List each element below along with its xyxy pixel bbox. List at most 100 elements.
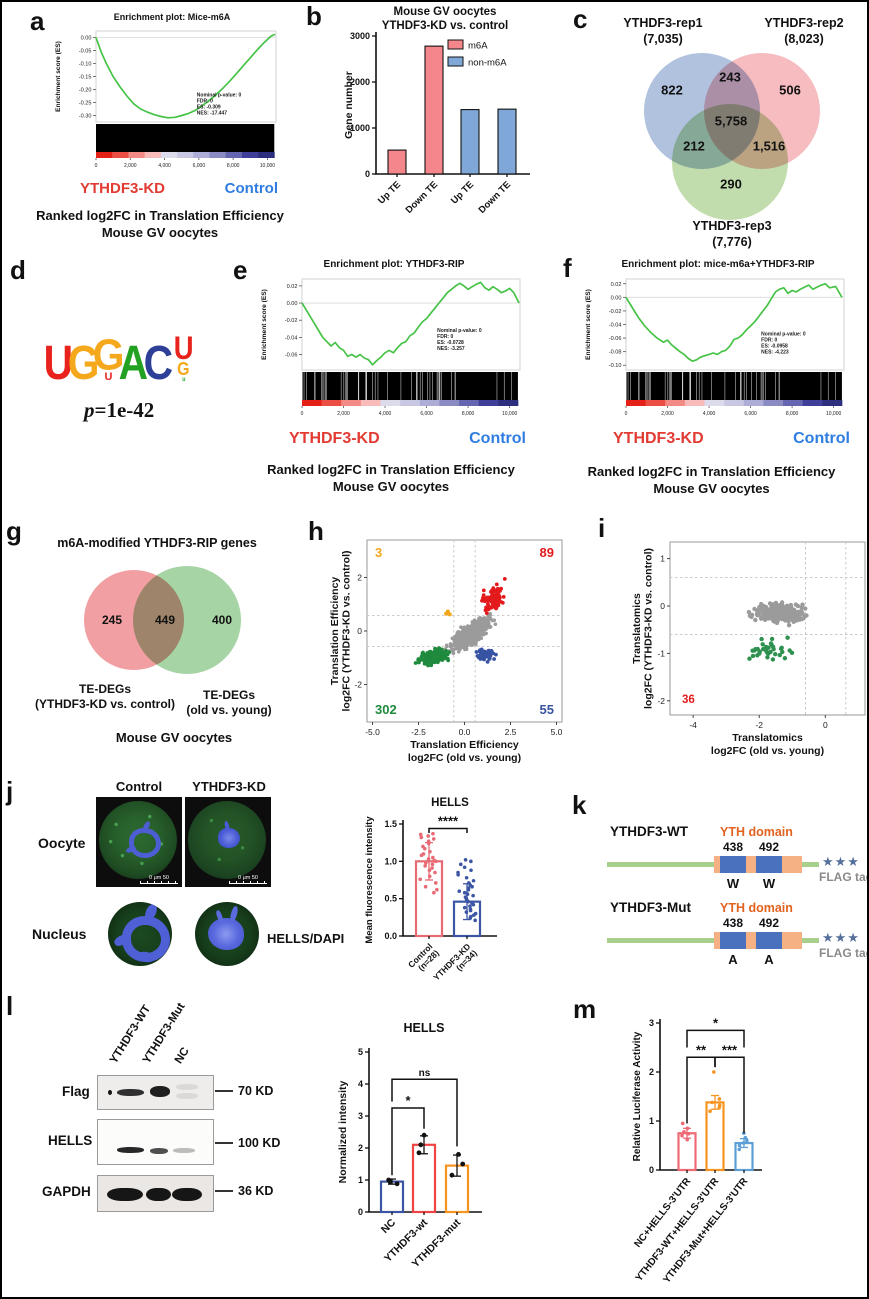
svg-text:8,000: 8,000 bbox=[462, 411, 475, 417]
svg-text:3000: 3000 bbox=[350, 31, 370, 41]
flag-stars-icon: ★★★ bbox=[822, 854, 860, 869]
bar-j-plot: HELLS 0.0 0.5 1.0 1.5 Mean fluorescence inten… bbox=[364, 797, 497, 982]
blot-band bbox=[176, 1084, 198, 1090]
logo-letter: C bbox=[143, 336, 174, 390]
blot-hells bbox=[97, 1119, 214, 1165]
nucleus-blob bbox=[129, 828, 161, 858]
marker-70kd: 70 KD bbox=[238, 1084, 274, 1098]
blot-band bbox=[146, 1188, 171, 1201]
svg-text:Enrichment score (ES): Enrichment score (ES) bbox=[585, 289, 592, 360]
venn-c-r3: 290 bbox=[720, 176, 742, 192]
panel-label-k: k bbox=[572, 790, 587, 820]
construct-mut-pos2: 492 bbox=[758, 916, 780, 930]
logo-letter-col: G bbox=[68, 339, 100, 388]
svg-text:Relative Luciferase Activity: Relative Luciferase Activity bbox=[632, 1031, 643, 1161]
svg-text:6,000: 6,000 bbox=[193, 163, 206, 169]
blot-band bbox=[176, 1093, 198, 1099]
svg-text:-0.10: -0.10 bbox=[79, 62, 92, 68]
gsea-f-groups: YTHDF3-KD Control bbox=[568, 430, 867, 448]
gsea-a-ctl-label: Control bbox=[224, 180, 278, 197]
logo-letter: U bbox=[43, 336, 74, 390]
nucleus-offshoot bbox=[229, 905, 239, 923]
j-col-control: Control bbox=[115, 779, 163, 794]
svg-text:0: 0 bbox=[660, 601, 665, 611]
panel-label-c: c bbox=[573, 4, 588, 34]
svg-text:0.02: 0.02 bbox=[611, 282, 622, 288]
svg-text:3: 3 bbox=[649, 1018, 654, 1028]
venn-c-r12: 243 bbox=[719, 69, 741, 85]
svg-text:Gene number: Gene number bbox=[343, 71, 355, 139]
svg-text:Down TE: Down TE bbox=[477, 179, 514, 216]
venn-g-right-label: TE-DEGs (old vs. young) bbox=[186, 688, 272, 717]
svg-text:-2: -2 bbox=[755, 720, 763, 730]
blot-band bbox=[173, 1148, 195, 1153]
svg-text:-1: -1 bbox=[657, 648, 665, 658]
svg-text:10,000: 10,000 bbox=[502, 411, 518, 417]
svg-text:1: 1 bbox=[358, 1175, 363, 1185]
svg-text:-2: -2 bbox=[354, 680, 362, 690]
svg-text:36: 36 bbox=[682, 694, 695, 706]
svg-text:Translation Efficiency: Translation Efficiency bbox=[329, 577, 341, 686]
svg-text:NES: -3.257: NES: -3.257 bbox=[437, 346, 465, 352]
svg-text:3: 3 bbox=[375, 545, 382, 560]
blot-row-hells: HELLS bbox=[48, 1133, 93, 1148]
nucleus-blob bbox=[218, 828, 240, 848]
blot-band bbox=[108, 1090, 112, 1095]
construct-mut-domain-label: YTH domain bbox=[720, 901, 793, 915]
svg-text:Up TE: Up TE bbox=[449, 179, 476, 206]
marker-100kd: 100 KD bbox=[238, 1136, 281, 1150]
panel-label-b: b bbox=[306, 1, 322, 31]
j-stain-label: HELLS/DAPI bbox=[267, 931, 345, 946]
construct-wt-tag: FLAG tag bbox=[819, 870, 869, 884]
svg-text:1: 1 bbox=[660, 554, 665, 564]
svg-text:Translation Efficiency: Translation Efficiency bbox=[410, 739, 519, 751]
svg-text:**: ** bbox=[696, 1042, 707, 1057]
svg-text:Nominal p-value: 0: Nominal p-value: 0 bbox=[197, 93, 242, 99]
svg-text:0: 0 bbox=[365, 169, 370, 179]
svg-text:ES: -0.0958: ES: -0.0958 bbox=[761, 343, 788, 349]
blot-band bbox=[107, 1188, 143, 1201]
venn-c: YTHDF3-rep1 (7,035) YTHDF3-rep2 (8,023) … bbox=[602, 16, 867, 256]
panel-label-i: i bbox=[598, 513, 606, 543]
svg-text:-0.02: -0.02 bbox=[285, 318, 298, 324]
svg-text:log2FC (YTHDF3-KD vs. control): log2FC (YTHDF3-KD vs. control) bbox=[341, 550, 353, 711]
logo-stack-letter: G bbox=[177, 358, 190, 380]
svg-text:2.5: 2.5 bbox=[505, 727, 517, 737]
svg-text:4,000: 4,000 bbox=[703, 411, 716, 417]
svg-text:-0.02: -0.02 bbox=[609, 309, 622, 315]
construct-wt-box1 bbox=[720, 856, 746, 873]
logo-letter-col: C bbox=[143, 336, 174, 390]
svg-text:6,000: 6,000 bbox=[420, 411, 433, 417]
nucleus-image-kd bbox=[195, 902, 259, 966]
svg-text:ES: -0.309: ES: -0.309 bbox=[197, 105, 221, 111]
svg-text:0.02: 0.02 bbox=[287, 284, 298, 290]
gsea-e-caption: Ranked log2FC in Translation Efficiency … bbox=[267, 462, 515, 494]
construct-mut-box2 bbox=[756, 932, 782, 949]
svg-text:3: 3 bbox=[358, 1111, 363, 1121]
venn-g: m6A-modified YTHDF3-RIP genes 245 449 40… bbox=[22, 530, 292, 765]
gsea-f-plot: 0.02 0.00 -0.02 -0.04 -0.06 -0.08 -0.10 Enrichm… bbox=[585, 278, 845, 417]
svg-text:ES: -0.0728: ES: -0.0728 bbox=[437, 340, 464, 346]
scale-bar: 0 μm 50 bbox=[229, 875, 267, 884]
svg-text:0: 0 bbox=[357, 626, 362, 636]
venn-c-r1: 822 bbox=[661, 82, 683, 98]
svg-text:non-m6A: non-m6A bbox=[468, 58, 507, 69]
scatter-h-plot: 3 89 302 55 -5.0 -2.5 0.0 2.5 5.0 -2 0 2 Translation… bbox=[329, 539, 563, 764]
marker-line bbox=[215, 1090, 233, 1092]
svg-text:-0.20: -0.20 bbox=[79, 88, 92, 94]
blot-lane-3: NC bbox=[172, 1045, 192, 1066]
panel-label-e: e bbox=[233, 255, 248, 285]
panel-label-a: a bbox=[30, 6, 45, 36]
svg-text:5: 5 bbox=[358, 1047, 363, 1057]
scale-bar: 0 μm 50 bbox=[140, 875, 178, 884]
gsea-a-groups: YTHDF3-KD Control bbox=[50, 180, 290, 197]
construct-mut-box1 bbox=[720, 932, 746, 949]
svg-text:Normalized intensity: Normalized intensity bbox=[337, 1081, 349, 1184]
svg-text:Nominal p-value: 0: Nominal p-value: 0 bbox=[437, 328, 482, 334]
svg-text:*: * bbox=[405, 1093, 411, 1108]
flag-stars-icon: ★★★ bbox=[822, 930, 860, 945]
blot-band bbox=[172, 1188, 202, 1201]
